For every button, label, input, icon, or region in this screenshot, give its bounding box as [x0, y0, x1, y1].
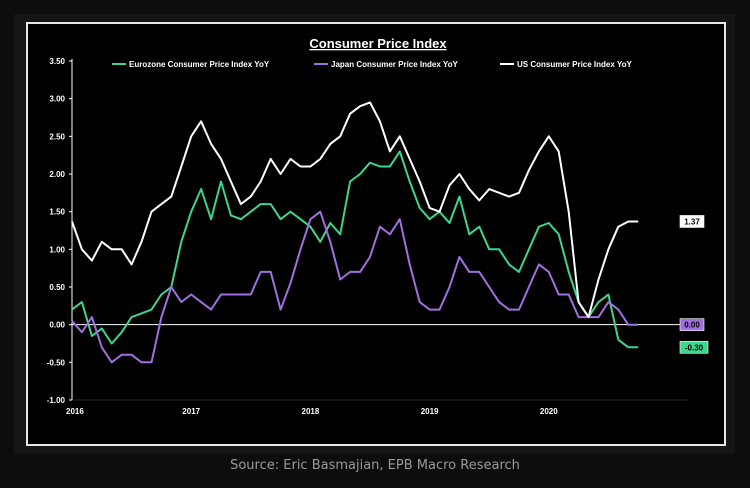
- y-tick-label: 2.00: [49, 170, 65, 179]
- series-line: [71, 210, 639, 364]
- x-tick-label: 2017: [182, 407, 200, 416]
- y-tick-label: 0.00: [49, 321, 65, 330]
- x-tick-label: 2018: [302, 407, 320, 416]
- legend-entry: US Consumer Price Index YoY: [517, 60, 633, 69]
- chart-frame: Consumer Price Index Eurozone Consumer P…: [26, 22, 726, 446]
- series-line: [71, 150, 639, 349]
- end-label-text: 1.37: [684, 217, 700, 226]
- cpi-line-chart: Consumer Price Index Eurozone Consumer P…: [47, 36, 709, 416]
- y-axis: 3.50 3.00 2.50 2.00 1.50 1.00 0.50 0.00 -0.50 -1.…: [47, 57, 73, 405]
- x-axis: 2016 2017 2018 2019 2020: [66, 324, 688, 416]
- end-value-labels: 1.37 0.00 -0.30: [679, 215, 709, 354]
- y-tick-label: 3.00: [49, 95, 65, 104]
- legend-entry: Japan Consumer Price Index YoY: [331, 60, 459, 69]
- end-label-box: [679, 215, 705, 228]
- y-tick-label: 0.50: [49, 283, 65, 292]
- y-tick-label: -1.00: [47, 396, 66, 405]
- end-label-box: [679, 340, 709, 354]
- end-label-box: [679, 318, 705, 331]
- x-tick-label: 2020: [540, 407, 558, 416]
- y-tick-label: 1.50: [49, 208, 65, 217]
- source-note: Source: Eric Basmajian, EPB Macro Resear…: [230, 458, 520, 473]
- legend-entry: Eurozone Consumer Price Index YoY: [129, 60, 270, 69]
- y-tick-label: 2.50: [49, 132, 65, 141]
- chart-title: Consumer Price Index: [309, 36, 447, 51]
- y-tick-label: 1.00: [49, 245, 65, 254]
- series-line: [71, 101, 639, 319]
- y-tick-label: -0.50: [47, 358, 66, 367]
- end-label-text: 0.00: [684, 321, 700, 330]
- end-label-text: -0.30: [685, 343, 704, 352]
- x-tick-label: 2016: [66, 407, 84, 416]
- chart-legend: Eurozone Consumer Price Index YoY Japan C…: [112, 60, 633, 69]
- series-lines: [71, 101, 639, 364]
- y-tick-label: 3.50: [49, 57, 65, 66]
- x-tick-label: 2019: [421, 407, 439, 416]
